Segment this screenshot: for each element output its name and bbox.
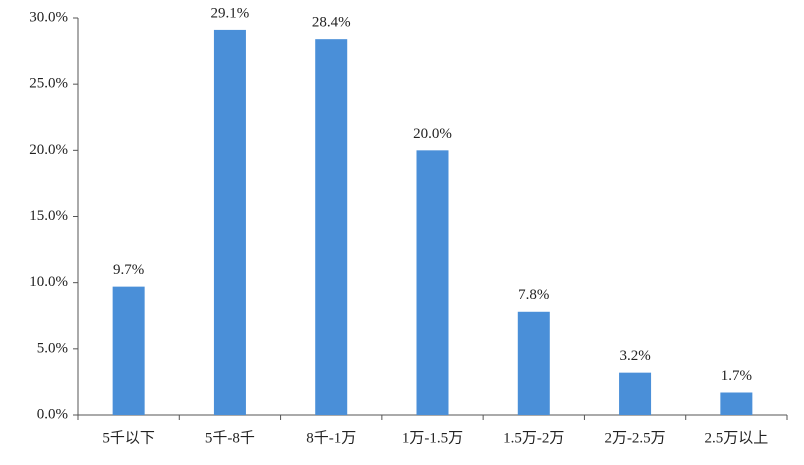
y-tick-label: 0.0% xyxy=(37,406,68,422)
bar xyxy=(213,29,246,415)
bar xyxy=(517,311,550,415)
data-label: 7.8% xyxy=(518,287,549,303)
y-tick-label: 30.0% xyxy=(29,9,68,25)
x-tick-label: 5千以下 xyxy=(102,429,155,446)
y-tick-label: 15.0% xyxy=(29,208,68,224)
bar xyxy=(112,286,145,415)
x-tick-label: 8千-1万 xyxy=(306,429,356,446)
y-tick-label: 5.0% xyxy=(37,340,68,356)
data-label: 9.7% xyxy=(113,262,144,278)
data-label: 28.4% xyxy=(312,15,351,31)
y-tick-label: 20.0% xyxy=(29,142,68,158)
x-tick-label: 1.5万-2万 xyxy=(503,430,564,446)
data-label: 3.2% xyxy=(619,348,650,364)
data-label: 1.7% xyxy=(721,368,752,384)
bar xyxy=(416,150,449,416)
x-tick-label: 2.5万以上 xyxy=(704,429,768,446)
x-tick-label: 2万-2.5万 xyxy=(604,430,665,446)
bar xyxy=(720,392,753,415)
data-label: 20.0% xyxy=(413,126,452,142)
bar xyxy=(619,372,652,415)
y-tick-label: 25.0% xyxy=(29,76,68,92)
x-tick-label: 5千-8千 xyxy=(205,429,255,446)
data-label: 29.1% xyxy=(211,5,250,21)
x-tick-label: 1万-1.5万 xyxy=(402,430,463,446)
y-tick-label: 10.0% xyxy=(29,274,68,290)
bar xyxy=(315,39,348,415)
